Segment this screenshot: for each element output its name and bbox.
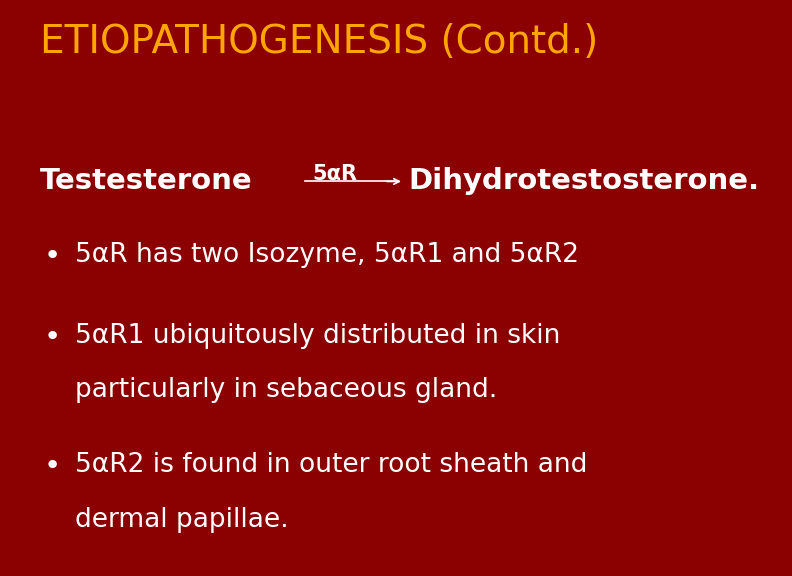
Text: Dihydrotestosterone.: Dihydrotestosterone. [408,167,759,195]
Text: 5αR1 ubiquitously distributed in skin: 5αR1 ubiquitously distributed in skin [75,323,561,348]
Text: •: • [44,242,61,270]
Text: •: • [44,452,61,480]
Text: particularly in sebaceous gland.: particularly in sebaceous gland. [75,377,497,403]
Text: 5αR has two Isozyme, 5αR1 and 5αR2: 5αR has two Isozyme, 5αR1 and 5αR2 [75,242,579,268]
Text: ETIOPATHOGENESIS (Contd.): ETIOPATHOGENESIS (Contd.) [40,23,598,61]
Text: Testesterone: Testesterone [40,167,252,195]
Text: dermal papillae.: dermal papillae. [75,507,289,533]
Text: •: • [44,323,61,351]
Text: 5αR2 is found in outer root sheath and: 5αR2 is found in outer root sheath and [75,452,588,478]
Text: 5αR: 5αR [313,164,358,184]
